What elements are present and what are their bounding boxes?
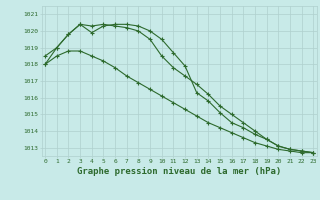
X-axis label: Graphe pression niveau de la mer (hPa): Graphe pression niveau de la mer (hPa) xyxy=(77,167,281,176)
